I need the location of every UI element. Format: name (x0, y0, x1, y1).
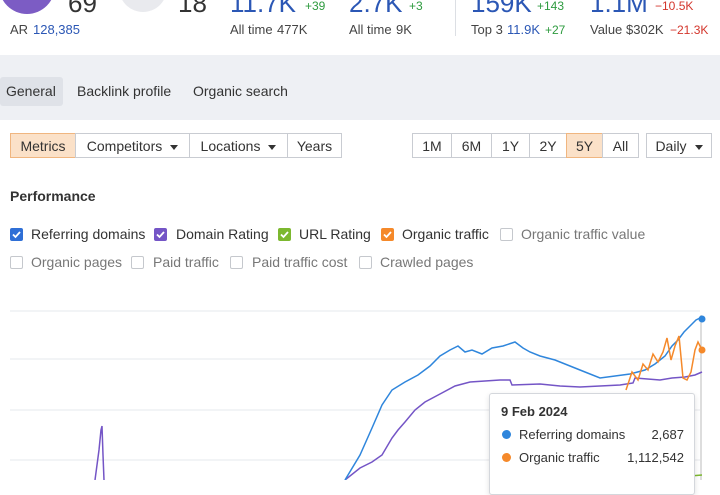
button-label: 5Y (575, 138, 594, 154)
legend-dot (502, 430, 511, 439)
checkbox-label: Crawled pages (380, 254, 474, 270)
metric-sub-label: Value (590, 22, 623, 37)
filter-button[interactable]: Competitors (75, 133, 190, 158)
metric-sub-value: 477K (277, 22, 308, 37)
button-label: 2Y (539, 138, 557, 154)
button-label: 6M (461, 138, 482, 154)
metric-sub-value: 9K (396, 22, 412, 37)
range-button[interactable]: 6M (451, 133, 492, 158)
tooltip-value: 2,687 (651, 427, 684, 442)
tooltip-date: 9 Feb 2024 (501, 404, 568, 419)
metric-value: 18 (178, 0, 207, 18)
checkbox[interactable] (359, 256, 372, 269)
tab[interactable]: General (0, 77, 63, 106)
metric-icons (2, 0, 164, 14)
metric-sub-label: Top 3 (471, 22, 503, 37)
metric-sub-label: All time (349, 22, 392, 37)
tooltip-label: Referring domains (519, 427, 626, 442)
checkbox-label: Domain Rating (176, 226, 269, 242)
tab[interactable]: Backlink profile (77, 83, 172, 99)
metric-sub-label: AR (10, 22, 29, 37)
button-label: 1M (422, 138, 442, 154)
metric-value: 69 (68, 0, 97, 18)
tab-bar (0, 55, 720, 120)
checkbox[interactable] (131, 256, 144, 269)
tab[interactable]: Organic search (193, 83, 288, 99)
checkbox[interactable] (278, 228, 291, 241)
metric-value: 159K (471, 0, 532, 18)
checkbox-label: Organic pages (31, 254, 123, 270)
checkbox[interactable] (154, 228, 167, 241)
metric-change: +39 (305, 0, 326, 13)
checkbox-label: Paid traffic (153, 254, 219, 270)
tooltip: 9 Feb 2024 Referring domains 2,687 Organ… (489, 393, 695, 495)
performance-chart (10, 310, 706, 480)
range-button[interactable]: 2Y (529, 133, 567, 158)
metric-value: 2.7K (349, 0, 403, 18)
button-label: Years (296, 138, 333, 154)
button-label: All (612, 138, 629, 154)
section-title: Performance (10, 188, 96, 204)
interval-select[interactable]: Daily (646, 133, 712, 158)
checkbox-label: Paid traffic cost (252, 254, 348, 270)
metric-sub-value: $302K (626, 22, 664, 37)
button-label: Locations (200, 138, 261, 154)
metric-sub-value: 128,385 (33, 22, 80, 37)
checkbox-label: Referring domains (31, 226, 146, 242)
filter-button[interactable]: Years (287, 133, 342, 158)
button-label: Metrics (20, 138, 66, 154)
range-button[interactable]: All (602, 133, 639, 158)
button-label: Competitors (86, 138, 163, 154)
metric-sub-change: −21.3K (670, 23, 709, 37)
button-label: Daily (655, 138, 687, 154)
metric-value: 1.1M (590, 0, 648, 18)
metric-value: 11.7K (230, 0, 297, 18)
divider (455, 0, 456, 36)
metric-sub-change: +27 (545, 23, 566, 37)
range-button[interactable]: 1Y (491, 133, 530, 158)
filter-button[interactable]: Metrics (10, 133, 76, 158)
metric-change: −10.5K (655, 0, 694, 13)
checkbox-label: URL Rating (299, 226, 371, 242)
metric-change: +3 (409, 0, 423, 13)
tooltip-value: 1,112,542 (627, 450, 684, 465)
checkbox[interactable] (10, 228, 23, 241)
checkbox[interactable] (230, 256, 243, 269)
legend-dot (502, 453, 511, 462)
metric-sub-label: All time (230, 22, 273, 37)
checkbox-label: Organic traffic (402, 226, 489, 242)
checkbox[interactable] (10, 256, 23, 269)
filter-button[interactable]: Locations (189, 133, 288, 158)
tooltip-label: Organic traffic (519, 450, 600, 465)
range-button[interactable]: 1M (412, 133, 452, 158)
checkbox[interactable] (381, 228, 394, 241)
metric-change: +143 (537, 0, 565, 13)
range-button[interactable]: 5Y (566, 133, 603, 158)
metric-sub-value: 11.9K (507, 22, 541, 37)
checkbox[interactable] (500, 228, 513, 241)
checkbox-label: Organic traffic value (521, 226, 646, 242)
button-label: 1Y (501, 138, 520, 154)
